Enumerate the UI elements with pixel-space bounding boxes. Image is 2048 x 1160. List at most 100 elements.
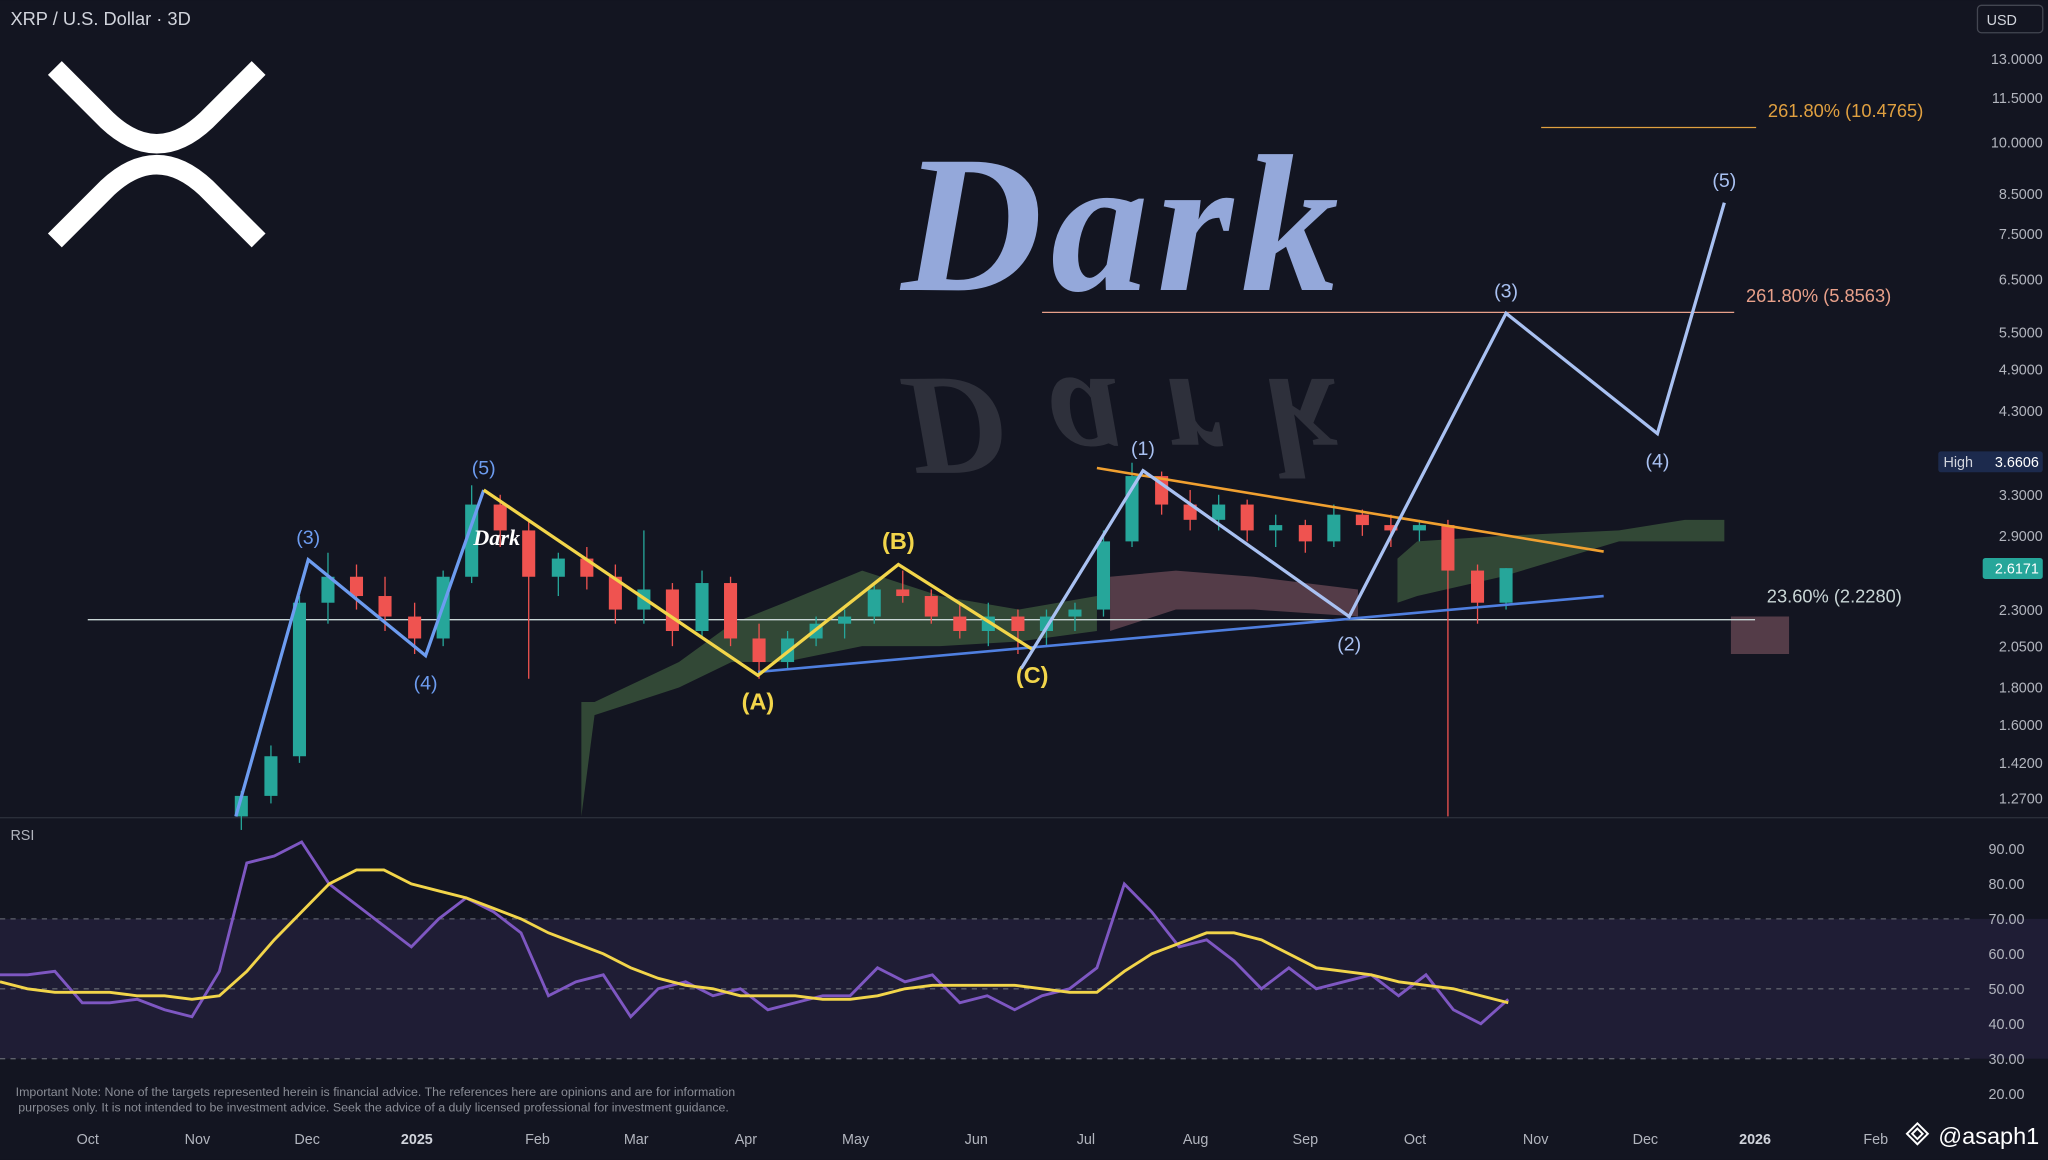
y-tick-label: 40.00 (1989, 1017, 2025, 1033)
candle-body (551, 558, 565, 577)
y-tick-label: 8.5000 (1999, 187, 2043, 203)
candle-body (1355, 514, 1369, 526)
ichimoku-cloud (1397, 519, 1725, 603)
candle-body (608, 576, 622, 610)
wave-label: (3) (296, 527, 320, 549)
candle-body (1240, 504, 1254, 531)
x-tick-label: Nov (1523, 1132, 1549, 1148)
xrp-logo (47, 61, 266, 248)
candle-body (1471, 570, 1485, 603)
ichimoku-cloud (1730, 616, 1790, 654)
candle-body (292, 602, 306, 757)
x-tick-label: 2025 (401, 1132, 433, 1148)
candle-body (867, 589, 881, 617)
candle-body (378, 596, 392, 617)
watermark-small: Dark (472, 525, 520, 550)
candle-body (1384, 525, 1398, 531)
y-tick-label: 60.00 (1989, 947, 2025, 963)
y-tick-label: 5.5000 (1999, 326, 2043, 342)
x-tick-label: Jul (1077, 1132, 1095, 1148)
fib-level-label: 261.80% (10.4765) (1768, 100, 1923, 121)
candle-body (924, 596, 938, 617)
x-tick-label: Sep (1293, 1132, 1319, 1148)
x-tick-label: Nov (185, 1132, 211, 1148)
elliott-wave (234, 489, 486, 817)
price-tag-value: 3.6606 (1995, 455, 2039, 471)
candle-body (349, 576, 364, 597)
y-tick-label: 13.0000 (1991, 52, 2043, 68)
x-tick-label: Apr (735, 1132, 758, 1148)
price-tag (1982, 558, 2043, 579)
candle-body (522, 530, 536, 577)
x-tick-label: 2026 (1739, 1132, 1771, 1148)
candle-body (493, 504, 507, 531)
y-tick-label: 90.00 (1989, 842, 2025, 858)
y-tick-label: 4.3000 (1999, 404, 2043, 420)
y-tick-label: 1.4200 (1999, 756, 2043, 772)
candle-body (1269, 525, 1283, 531)
currency-label[interactable]: USD (1987, 13, 2017, 29)
rsi-line (0, 868, 1509, 1005)
y-tick-label: 2.0500 (1999, 639, 2043, 655)
x-tick-label: Dec (1633, 1132, 1659, 1148)
candle-body (695, 583, 709, 631)
ichimoku-cloud (1110, 570, 1358, 631)
currency-button[interactable] (1976, 4, 2044, 34)
fib-level-label: 23.60% (2.2280) (1767, 586, 1902, 607)
wave-label: (C) (1016, 662, 1049, 688)
y-tick-label: 70.00 (1989, 912, 2025, 928)
candle-body (465, 504, 479, 577)
candle-body (1011, 616, 1025, 631)
y-tick-label: 80.00 (1989, 877, 2025, 893)
candle-body (1212, 504, 1226, 520)
wave-label: (5) (1712, 170, 1736, 192)
watermark-reflection: Dark (899, 347, 1339, 506)
candle-body (321, 576, 335, 603)
trendline (757, 594, 1604, 674)
candle-body (264, 756, 278, 796)
y-tick-label: 11.5000 (1992, 91, 2043, 107)
y-tick-label: 2.9000 (1999, 529, 2043, 545)
y-tick-label: 3.3000 (1999, 488, 2043, 504)
candle-body (953, 616, 967, 631)
indicator-title: RSI (10, 828, 34, 844)
x-tick-label: Mar (624, 1132, 649, 1148)
candle-body (896, 589, 910, 597)
trendline (1096, 466, 1604, 553)
x-tick-label: Feb (1863, 1132, 1888, 1148)
fib-level-label: 261.80% (5.8563) (1746, 285, 1891, 306)
price-tag (1938, 451, 2043, 473)
candle-body (408, 616, 422, 639)
y-tick-label: 7.5000 (1999, 227, 2043, 243)
x-tick-label: Dec (294, 1132, 320, 1148)
candle-body (752, 638, 766, 663)
note-line: Important Note: None of the targets repr… (16, 1085, 736, 1099)
price-tag-label: High (1944, 455, 1974, 471)
y-tick-label: 6.5000 (1999, 272, 2043, 288)
wave-label: (4) (1645, 451, 1669, 473)
wave-label: (5) (472, 457, 496, 479)
price-tag-value: 2.6171 (1995, 562, 2039, 578)
y-tick-label: 1.6000 (1999, 718, 2043, 734)
x-tick-label: Aug (1183, 1132, 1209, 1148)
y-tick-label: 2.3000 (1999, 603, 2043, 619)
y-tick-label: 1.2700 (1999, 792, 2043, 808)
symbol-title: XRP / U.S. Dollar · 3D (10, 8, 190, 29)
candle-body (1327, 514, 1341, 542)
candle-body (1441, 525, 1455, 571)
note-line: purposes only. It is not intended to be … (18, 1101, 729, 1115)
wave-label: (B) (882, 528, 915, 554)
candle-body (1499, 568, 1513, 603)
wave-label: (A) (742, 688, 775, 714)
candle-body (838, 616, 852, 624)
author: @asaph1 (1938, 1123, 2039, 1149)
candle-body (1068, 609, 1082, 617)
y-tick-label: 20.00 (1989, 1087, 2025, 1103)
wave-label: (3) (1494, 281, 1518, 303)
candle-body (1096, 541, 1111, 610)
elliott-wave (482, 488, 1034, 678)
author-icon (1905, 1121, 1930, 1146)
